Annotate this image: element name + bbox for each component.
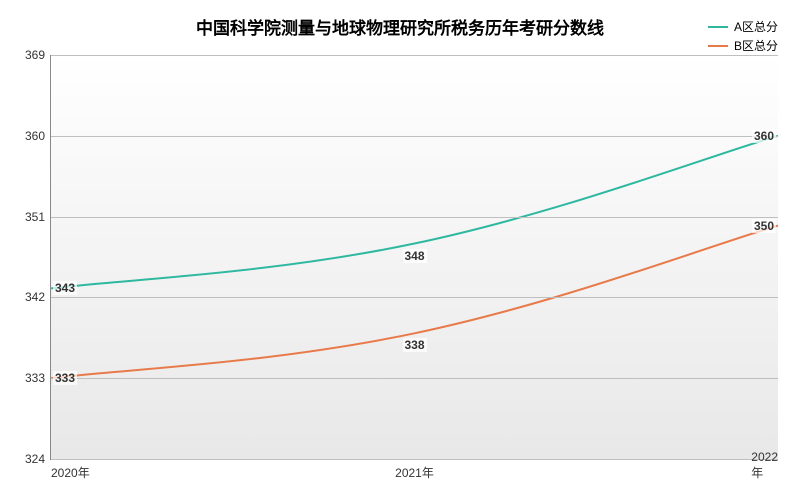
data-point-label: 360: [752, 129, 776, 143]
y-axis-label: 324: [13, 452, 45, 466]
legend: A区总分 B区总分: [708, 18, 778, 56]
grid-line: [51, 217, 778, 218]
grid-line: [51, 55, 778, 56]
grid-line: [51, 459, 778, 460]
data-point-label: 350: [752, 219, 776, 233]
data-point-label: 338: [402, 338, 426, 352]
data-point-label: 333: [53, 371, 77, 385]
y-axis-label: 333: [13, 371, 45, 385]
y-axis-label: 351: [13, 210, 45, 224]
legend-label-a: A区总分: [734, 18, 778, 35]
data-point-label: 343: [53, 281, 77, 295]
grid-line: [51, 136, 778, 137]
chart-title: 中国科学院测量与地球物理研究所税务历年考研分数线: [0, 14, 800, 39]
y-axis-label: 369: [13, 48, 45, 62]
x-axis-label: 2020年: [51, 464, 90, 481]
chart-container: 中国科学院测量与地球物理研究所税务历年考研分数线 A区总分 B区总分 324 33…: [0, 0, 800, 500]
legend-item-b: B区总分: [708, 37, 778, 54]
plot-area: 3243333423513603692020年2021年2022年3433483…: [50, 55, 778, 460]
legend-label-b: B区总分: [734, 37, 778, 54]
grid-line: [51, 378, 778, 379]
data-point-label: 348: [402, 249, 426, 263]
y-axis-label: 360: [13, 129, 45, 143]
legend-item-a: A区总分: [708, 18, 778, 35]
grid-line: [51, 297, 778, 298]
legend-swatch-b: [708, 45, 728, 47]
x-axis-label: 2022年: [751, 450, 778, 481]
y-axis-label: 342: [13, 290, 45, 304]
series-line: [51, 136, 778, 289]
legend-swatch-a: [708, 26, 728, 28]
x-axis-label: 2021年: [395, 464, 434, 481]
